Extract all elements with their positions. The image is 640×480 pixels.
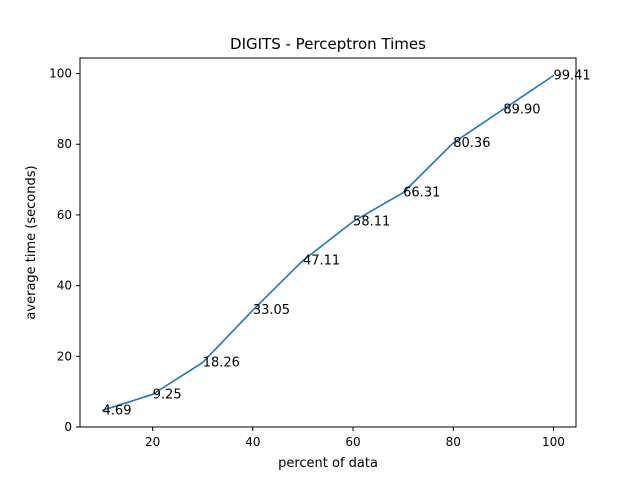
data-label: 18.26: [203, 355, 240, 370]
data-label: 47.11: [303, 253, 340, 268]
chart-title: DIGITS - Perceptron Times: [230, 35, 426, 53]
y-tick-label: 0: [64, 420, 72, 434]
data-label: 66.31: [403, 186, 440, 201]
data-label: 80.36: [453, 136, 490, 151]
data-label: 4.69: [103, 403, 132, 418]
data-label: 58.11: [353, 215, 390, 230]
axis-ticks: 20 40 60 80 100 0 20 40 60 80 100: [49, 67, 565, 449]
data-label: 89.90: [503, 102, 540, 117]
x-tick-label: 40: [245, 435, 260, 449]
y-tick-label: 40: [57, 279, 72, 293]
data-label: 33.05: [253, 303, 290, 318]
plot-frame: [79, 57, 577, 428]
y-tick-label: 20: [57, 349, 72, 363]
data-label: 9.25: [153, 387, 182, 402]
data-label: 99.41: [553, 69, 590, 84]
series-group: [101, 74, 555, 412]
data-labels: 4.69 9.25 18.26 33.05 47.11 58.11 66.31 80.36 89…: [103, 69, 591, 419]
x-tick-label: 80: [446, 435, 461, 449]
x-axis-label: percent of data: [278, 456, 378, 471]
x-tick-label: 100: [542, 435, 565, 449]
y-tick-label: 60: [57, 208, 72, 222]
y-axis-label: average time (seconds): [24, 165, 39, 319]
series-line: [101, 74, 555, 412]
x-tick-label: 20: [145, 435, 160, 449]
y-tick-label: 80: [57, 137, 72, 151]
x-tick-label: 60: [345, 435, 360, 449]
y-tick-label: 100: [49, 67, 72, 81]
